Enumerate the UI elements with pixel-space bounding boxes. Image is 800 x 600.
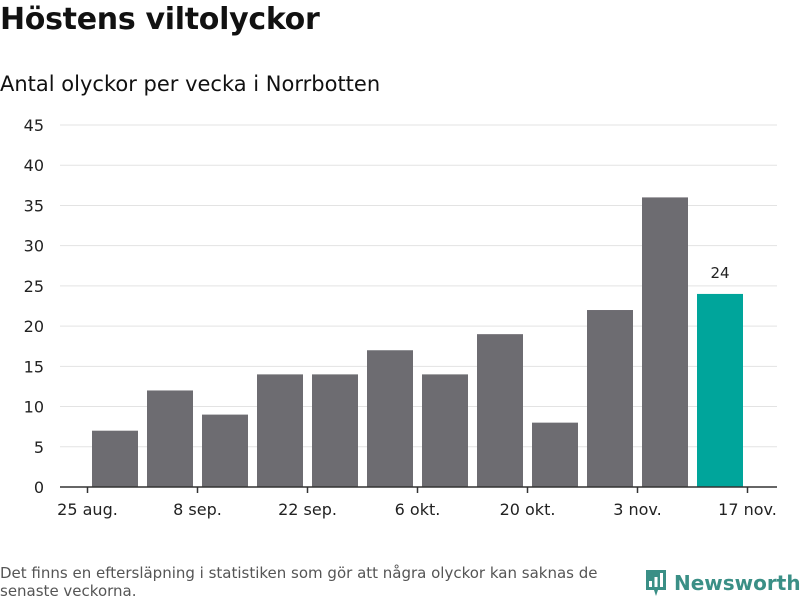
x-tick-label: 3 nov. (613, 500, 662, 519)
x-tick-label: 17 nov. (718, 500, 777, 519)
bar (532, 422, 578, 487)
y-tick-label: 40 (24, 156, 44, 175)
y-tick-label: 30 (24, 237, 44, 256)
brand-name: Newsworthy (674, 571, 800, 595)
bar-value-label: 24 (710, 264, 729, 282)
bar (147, 390, 193, 487)
y-tick-label: 45 (24, 116, 44, 135)
bar (422, 374, 468, 487)
x-tick-label: 6 okt. (395, 500, 441, 519)
chart-title: Höstens viltolyckor (0, 2, 320, 37)
bar (202, 414, 248, 487)
y-tick-label: 15 (24, 357, 44, 376)
bar (642, 197, 688, 487)
bar (587, 310, 633, 487)
y-tick-label: 5 (34, 438, 44, 457)
brand[interactable]: Newsworthy (644, 568, 800, 598)
y-tick-label: 10 (24, 398, 44, 417)
y-tick-label: 35 (24, 196, 44, 215)
bar (257, 374, 303, 487)
x-tick-label: 25 aug. (57, 500, 118, 519)
bar (367, 350, 413, 487)
bar (92, 430, 138, 487)
newsworthy-logo-icon (646, 570, 666, 596)
y-tick-label: 20 (24, 317, 44, 336)
y-tick-label: 0 (34, 478, 44, 497)
x-tick-label: 8 sep. (173, 500, 222, 519)
x-tick-label: 20 okt. (500, 500, 556, 519)
x-tick-label: 22 sep. (278, 500, 337, 519)
footnote: Det finns en eftersläpning i statistiken… (0, 564, 598, 600)
bar (312, 374, 358, 487)
y-tick-label: 25 (24, 277, 44, 296)
chart-subtitle: Antal olyckor per vecka i Norrbotten (0, 72, 381, 96)
bar-highlight (697, 293, 743, 487)
bar (477, 334, 523, 487)
